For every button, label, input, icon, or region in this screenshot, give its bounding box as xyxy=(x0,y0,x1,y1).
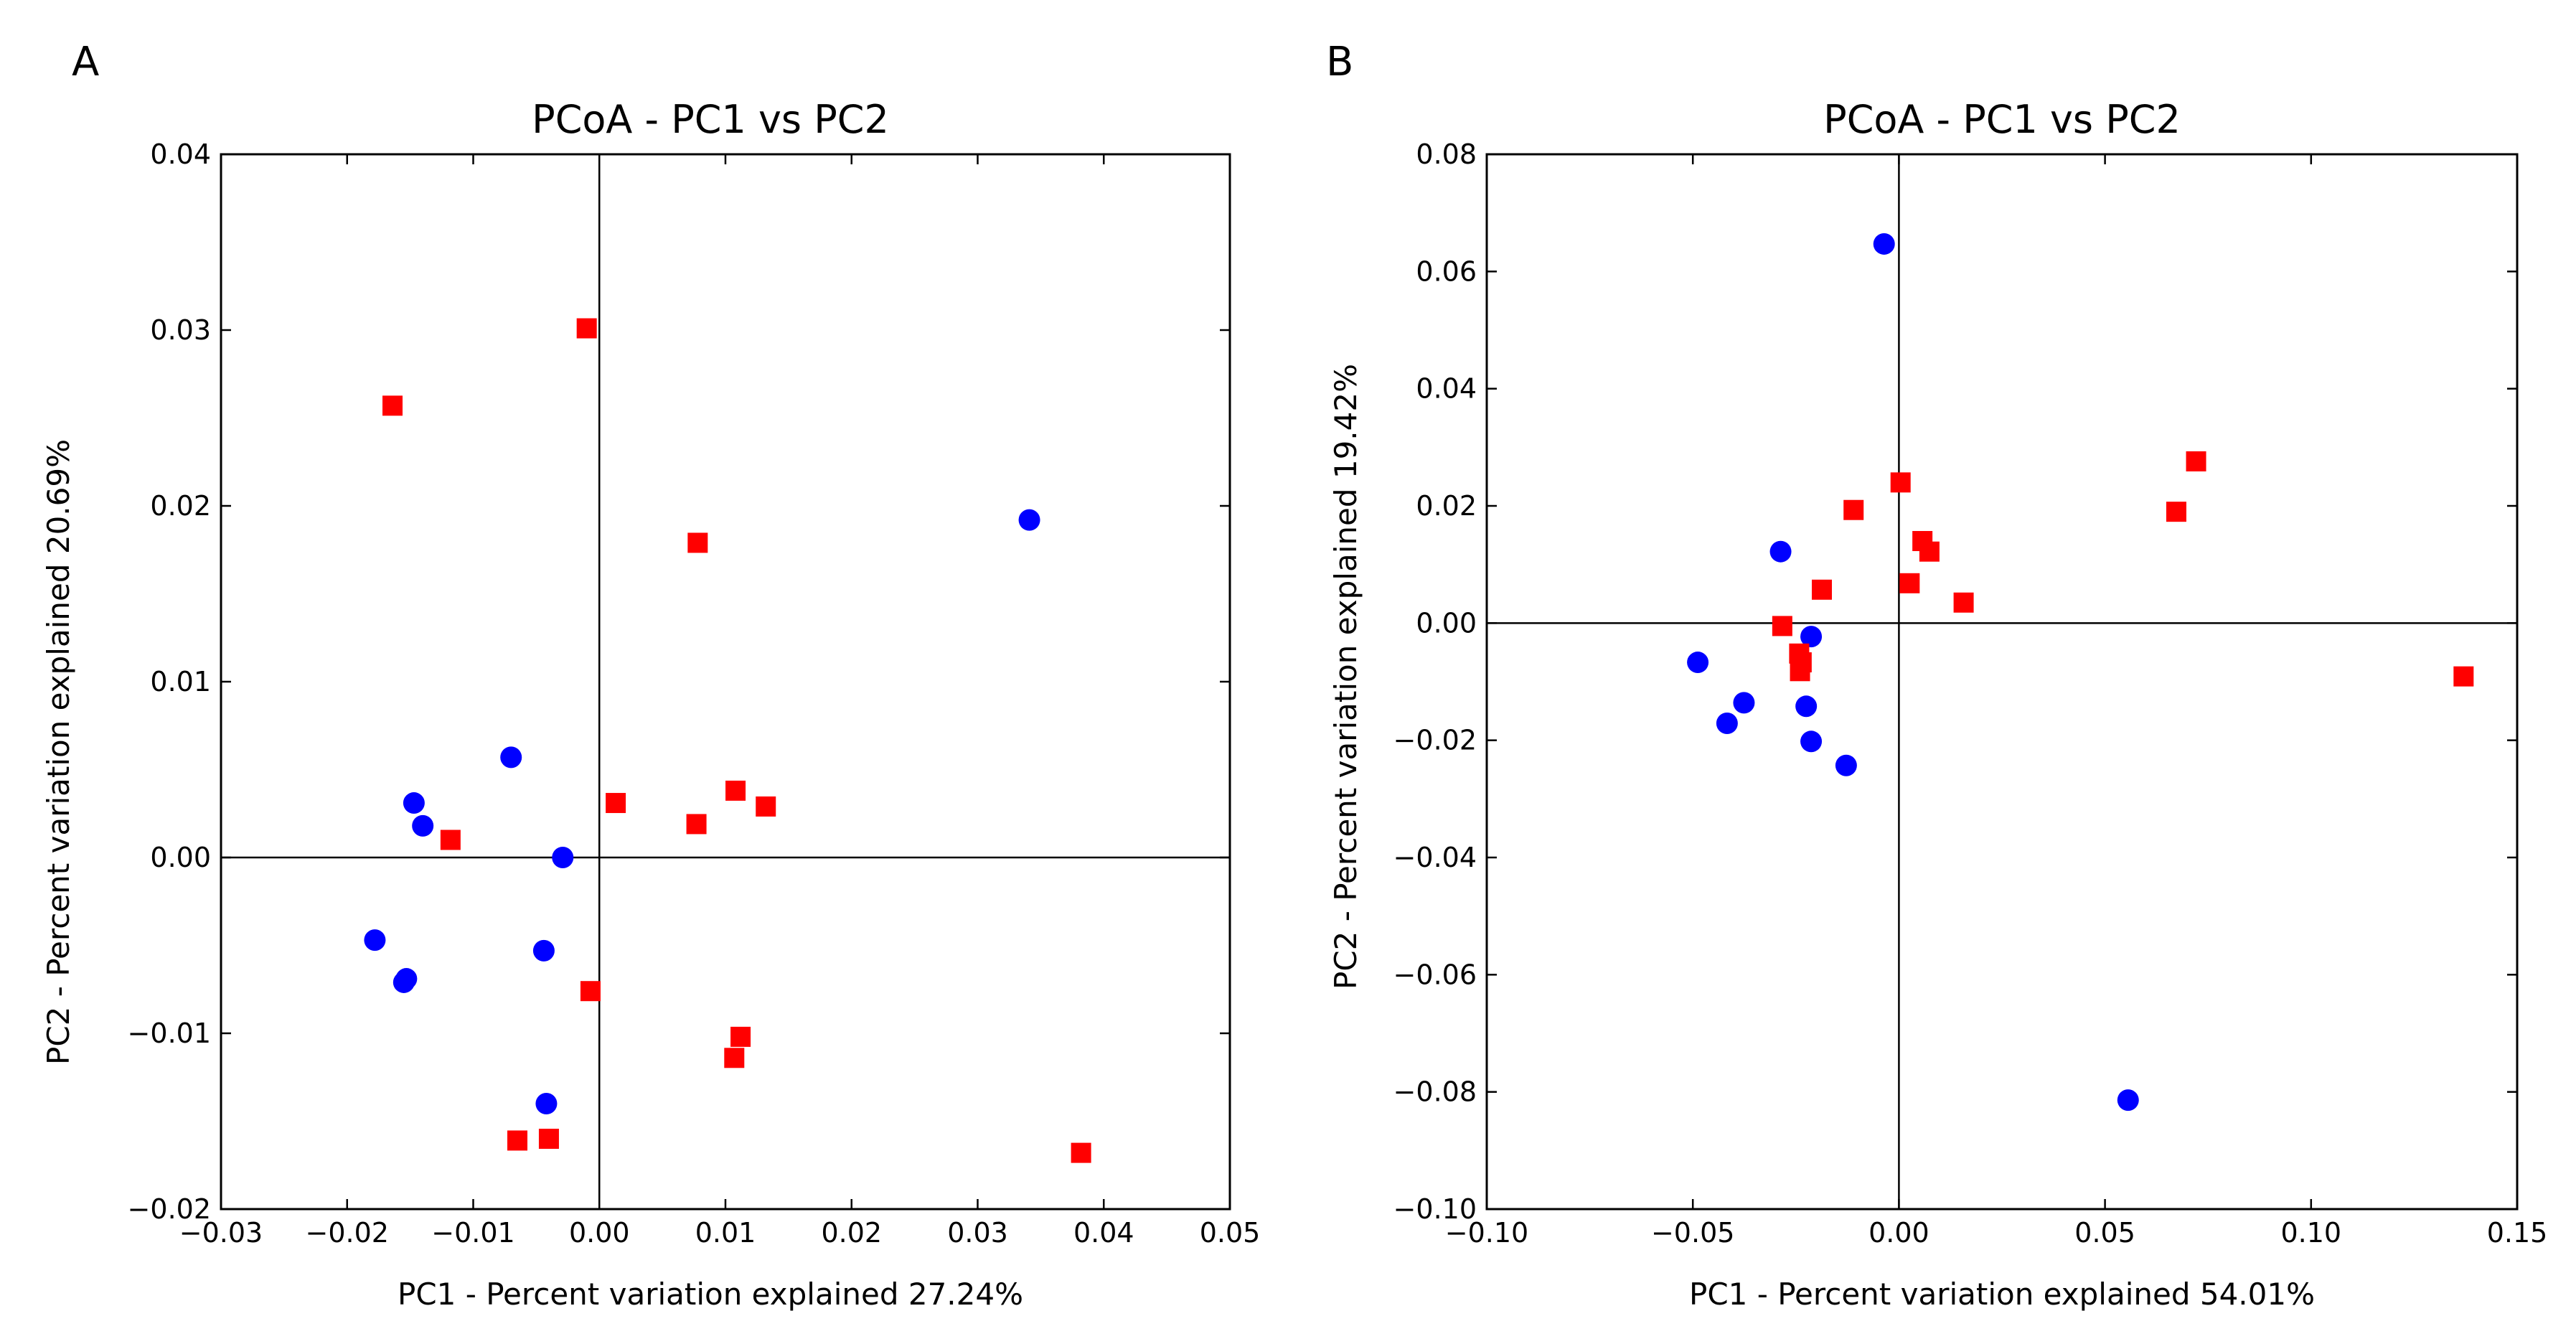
data-point-circle xyxy=(552,847,574,868)
y-tick-label: 0.03 xyxy=(150,314,211,346)
data-point-square xyxy=(606,793,626,814)
x-tick-label: 0.10 xyxy=(2280,1217,2341,1249)
y-tick-label: 0.04 xyxy=(1416,373,1477,405)
data-point-circle xyxy=(1769,540,1792,563)
data-point-circle xyxy=(403,792,425,814)
x-tick-label: −0.01 xyxy=(431,1217,514,1249)
data-point-square xyxy=(1890,472,1911,493)
data-point-square xyxy=(724,1048,745,1068)
data-point-square xyxy=(1772,616,1792,636)
data-point-square xyxy=(1811,579,1832,600)
data-point-circle xyxy=(535,1093,558,1114)
data-point-circle xyxy=(1018,509,1040,531)
data-point-square xyxy=(730,1026,751,1047)
data-point-square xyxy=(1790,661,1810,682)
y-tick-label: −0.04 xyxy=(1393,842,1477,873)
y-tick-label: 0.00 xyxy=(150,842,211,873)
x-tick-label: 0.05 xyxy=(2074,1217,2135,1249)
data-point-square xyxy=(1953,592,1974,613)
data-point-square xyxy=(538,1129,559,1149)
panel-b: B PCoA - PC1 vs PC2 −0.10 −0.05 0.00 0.05 0.… xyxy=(1326,39,2547,1312)
x-tick-label: 0.00 xyxy=(1868,1217,1929,1249)
x-tick-label: −0.02 xyxy=(306,1217,389,1249)
data-point-circle xyxy=(532,939,555,962)
panel-a-y-axis-label: PC2 - Percent variation explained 20.69% xyxy=(41,439,76,1065)
x-tick-label: 0.05 xyxy=(1200,1217,1261,1249)
x-tick-label: −0.10 xyxy=(1445,1217,1528,1249)
data-point-square xyxy=(756,796,776,817)
panel-a: A PCoA - PC1 vs PC2 −0.03 −0.02 −0.01 0.00 0… xyxy=(41,39,1260,1312)
data-point-circle xyxy=(1795,695,1818,718)
y-tick-label: 0.06 xyxy=(1416,255,1477,287)
data-point-circle xyxy=(1800,626,1823,648)
panel-a-x-axis-label: PC1 - Percent variation explained 27.24% xyxy=(398,1277,1023,1312)
x-tick-label: 0.04 xyxy=(1073,1217,1134,1249)
y-tick-label: 0.00 xyxy=(1416,607,1477,639)
data-point-square xyxy=(382,395,403,416)
x-tick-label: 0.01 xyxy=(695,1217,756,1249)
panel-a-plot-area: −0.03 −0.02 −0.01 0.00 0.01 0.02 0.03 0.04 0.05−… xyxy=(128,138,1261,1249)
data-point-square xyxy=(2166,502,2186,522)
x-tick-label: 0.00 xyxy=(569,1217,630,1249)
x-tick-label: −0.03 xyxy=(179,1217,263,1249)
data-point-circle xyxy=(2117,1089,2139,1112)
data-point-circle xyxy=(395,968,418,990)
data-point-circle xyxy=(364,929,386,951)
panel-b-x-axis-label: PC1 - Percent variation explained 54.01% xyxy=(1689,1277,2315,1312)
panel-b-title: PCoA - PC1 vs PC2 xyxy=(1823,97,2181,142)
y-tick-label: −0.01 xyxy=(128,1018,211,1049)
data-point-square xyxy=(507,1130,528,1151)
data-point-square xyxy=(440,830,461,850)
data-point-square xyxy=(2453,666,2474,687)
data-point-circle xyxy=(1835,754,1857,776)
panel-b-y-axis-label: PC2 - Percent variation explained 19.42% xyxy=(1328,364,1363,990)
data-point-circle xyxy=(1716,712,1738,734)
y-tick-label: 0.02 xyxy=(150,490,211,522)
data-point-circle xyxy=(1800,730,1823,753)
data-point-square xyxy=(1899,573,1920,593)
x-tick-label: 0.02 xyxy=(821,1217,882,1249)
data-point-square xyxy=(725,780,746,801)
y-tick-label: 0.08 xyxy=(1416,138,1477,170)
data-point-square xyxy=(576,318,597,339)
y-tick-label: −0.02 xyxy=(128,1193,211,1225)
y-tick-label: 0.01 xyxy=(150,666,211,697)
data-point-circle xyxy=(1687,652,1709,674)
data-point-circle xyxy=(500,746,522,769)
data-point-circle xyxy=(1873,232,1895,255)
data-point-square xyxy=(1071,1142,1091,1163)
x-tick-label: −0.05 xyxy=(1651,1217,1734,1249)
y-tick-label: −0.06 xyxy=(1393,959,1477,990)
x-tick-label: 0.15 xyxy=(2487,1217,2548,1249)
data-point-square xyxy=(1919,541,1940,562)
y-tick-label: −0.10 xyxy=(1393,1193,1477,1225)
x-tick-label: 0.03 xyxy=(947,1217,1008,1249)
data-point-square xyxy=(1843,499,1864,520)
y-tick-label: 0.02 xyxy=(1416,490,1477,522)
data-point-square xyxy=(686,814,707,835)
data-point-circle xyxy=(1733,692,1755,714)
panel-letter-b: B xyxy=(1326,39,1353,85)
data-point-square xyxy=(687,532,708,553)
y-tick-label: 0.04 xyxy=(150,138,211,170)
y-tick-label: −0.08 xyxy=(1393,1076,1477,1108)
y-tick-label: −0.02 xyxy=(1393,725,1477,756)
data-point-square xyxy=(2186,451,2206,471)
panel-b-plot-frame xyxy=(1485,153,2519,1211)
panel-letter-a: A xyxy=(72,39,99,85)
data-point-square xyxy=(580,981,601,1002)
panel-a-title: PCoA - PC1 vs PC2 xyxy=(532,97,889,142)
panel-b-plot-area: −0.10 −0.05 0.00 0.05 0.10 0.15 −0.10 −0.08 −0.0… xyxy=(1393,138,2548,1249)
data-point-circle xyxy=(412,814,434,837)
